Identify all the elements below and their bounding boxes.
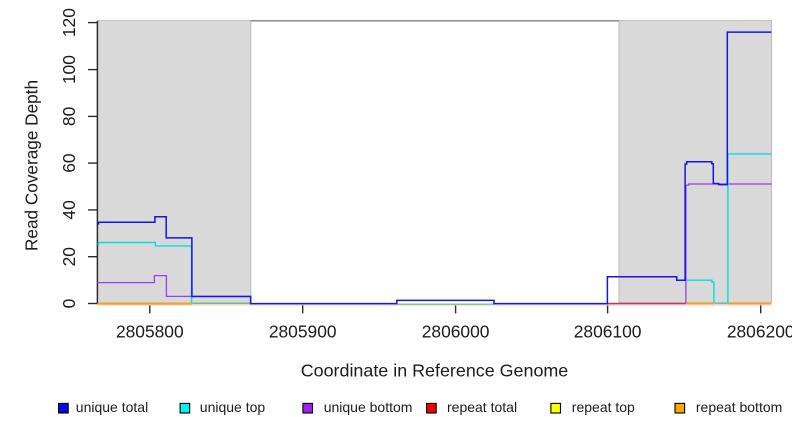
svg-text:0: 0 bbox=[59, 299, 79, 309]
svg-text:repeat total: repeat total bbox=[447, 399, 517, 415]
svg-text:2805800: 2805800 bbox=[116, 321, 184, 341]
svg-text:2806000: 2806000 bbox=[422, 321, 490, 341]
svg-text:80: 80 bbox=[59, 107, 79, 126]
svg-text:2806200: 2806200 bbox=[727, 321, 792, 341]
svg-text:unique top: unique top bbox=[200, 399, 266, 415]
svg-text:Coordinate in Reference Genome: Coordinate in Reference Genome bbox=[301, 361, 569, 381]
svg-text:40: 40 bbox=[59, 200, 79, 219]
svg-text:2805900: 2805900 bbox=[269, 321, 337, 341]
svg-text:20: 20 bbox=[59, 247, 79, 266]
svg-text:100: 100 bbox=[59, 55, 79, 84]
svg-text:unique bottom: unique bottom bbox=[324, 399, 413, 415]
svg-text:120: 120 bbox=[59, 8, 79, 37]
svg-text:repeat top: repeat top bbox=[572, 399, 635, 415]
svg-text:60: 60 bbox=[59, 153, 79, 172]
svg-text:unique total: unique total bbox=[76, 399, 148, 415]
svg-text:2806100: 2806100 bbox=[574, 321, 642, 341]
svg-text:repeat bottom: repeat bottom bbox=[696, 399, 782, 415]
svg-text:Read Coverage Depth: Read Coverage Depth bbox=[21, 80, 41, 251]
